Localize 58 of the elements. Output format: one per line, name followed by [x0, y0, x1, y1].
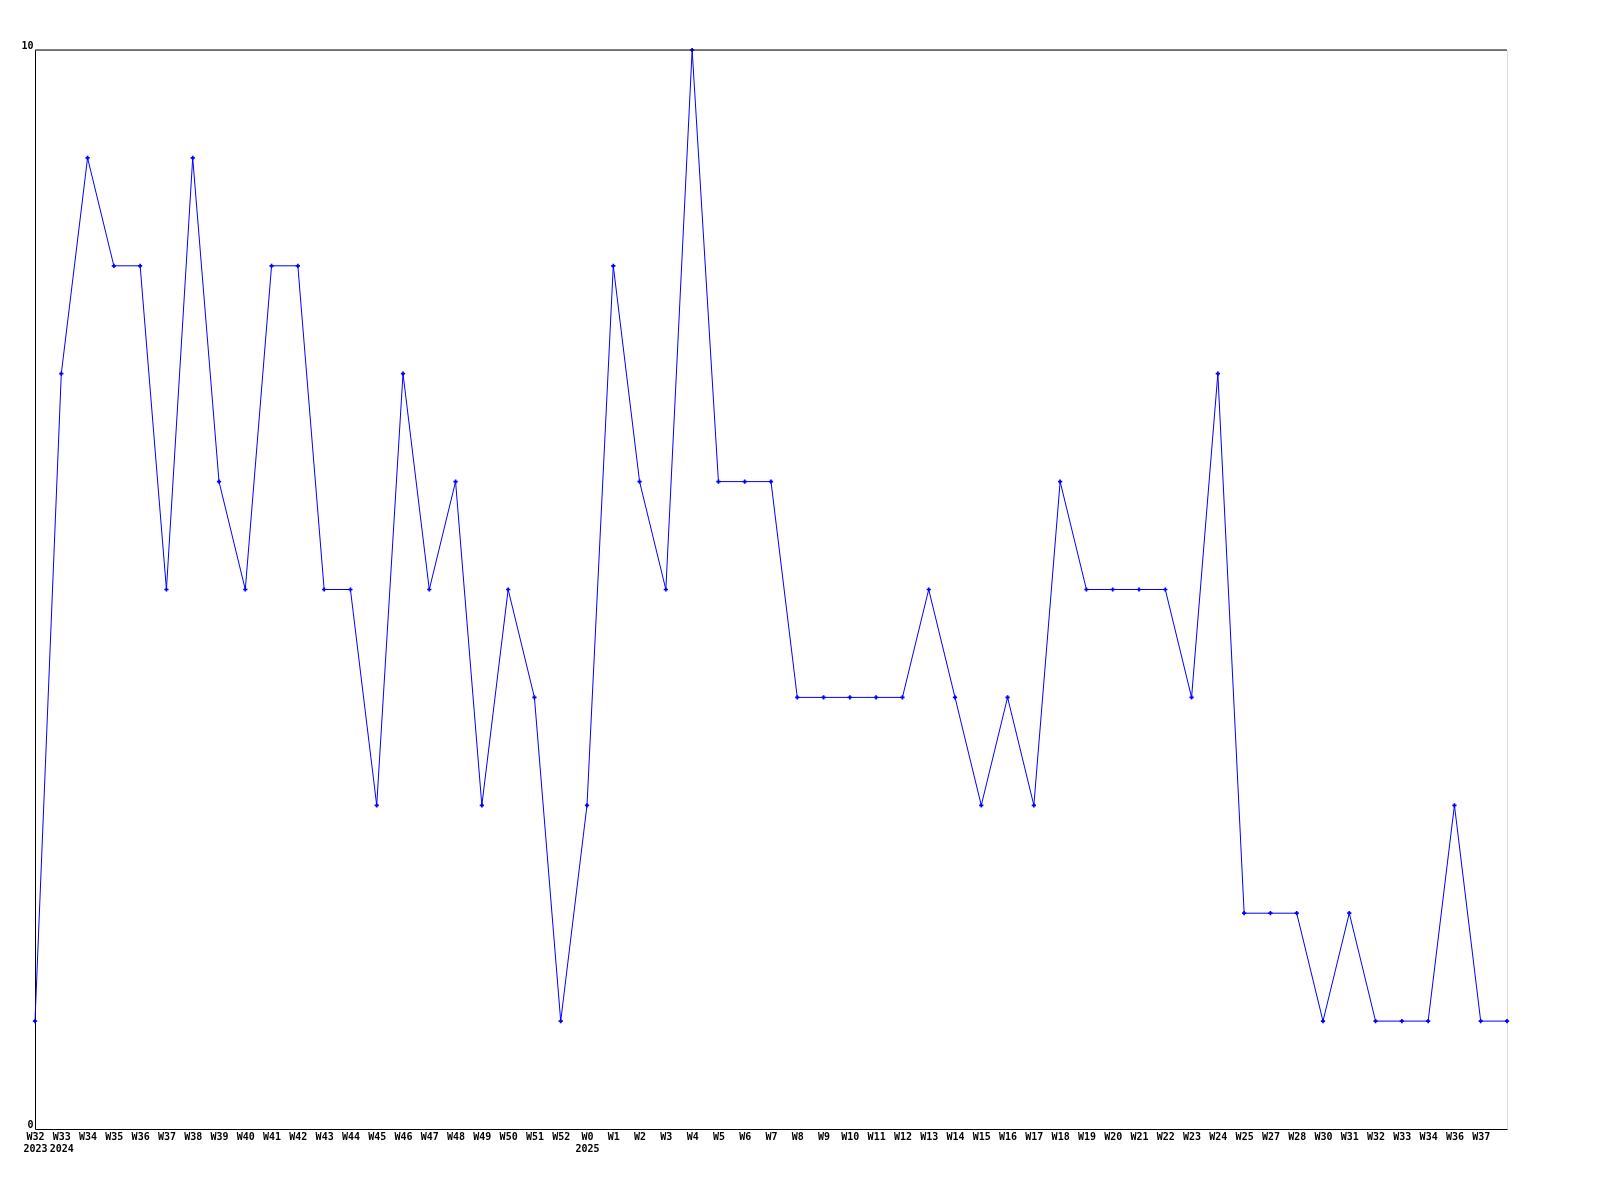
- x-tick-label: W6: [739, 1130, 752, 1142]
- x-tick-label: W12: [893, 1130, 912, 1142]
- x-tick-label: W48: [447, 1130, 466, 1142]
- x-tick-label: W34: [79, 1130, 98, 1142]
- x-tick-label: W1: [607, 1130, 620, 1142]
- x-tick-label: W37: [1472, 1130, 1491, 1142]
- x-tick-label: W7: [765, 1130, 778, 1142]
- x-tick-label: W32: [1367, 1130, 1386, 1142]
- x-tick-label: W30: [1314, 1130, 1333, 1142]
- x-tick-label: W36: [1445, 1130, 1464, 1142]
- x-tick-label: W38: [184, 1130, 203, 1142]
- x-tick-label: W3: [660, 1130, 673, 1142]
- x-tick-label: W33: [1393, 1130, 1412, 1142]
- x-tick-label: W5: [712, 1130, 725, 1142]
- x-tick-label: W21: [1130, 1130, 1149, 1142]
- x-tick-label: W19: [1077, 1130, 1096, 1142]
- x-tick-label: W24: [1209, 1130, 1228, 1142]
- x-tick-label: W9: [818, 1130, 831, 1142]
- x-tick-label: W40: [236, 1130, 255, 1142]
- x-tick-label: W45: [368, 1130, 387, 1142]
- x-tick-label: W4: [686, 1130, 699, 1142]
- x-tick-label: W37: [157, 1130, 176, 1142]
- x-tick-label: W39: [210, 1130, 229, 1142]
- x-tick-label: W14: [946, 1130, 965, 1142]
- x-tick-label: W28: [1288, 1130, 1307, 1142]
- x-tick-label: W20: [1104, 1130, 1123, 1142]
- x-tick-label: W2: [634, 1130, 647, 1142]
- x-tick-label: W47: [420, 1130, 439, 1142]
- x-tick-label: W31: [1340, 1130, 1359, 1142]
- x-tick-label: W33 2024: [49, 1130, 74, 1154]
- x-tick-label: W17: [1025, 1130, 1044, 1142]
- y-tick-label: 0: [27, 1118, 34, 1130]
- x-tick-label: W16: [999, 1130, 1018, 1142]
- x-tick-label: W25: [1235, 1130, 1254, 1142]
- x-tick-label: W44: [341, 1130, 360, 1142]
- x-tick-label: W32 2023: [23, 1130, 48, 1154]
- x-tick-label: W13: [920, 1130, 939, 1142]
- x-tick-label: W50: [499, 1130, 518, 1142]
- x-tick-label: W51: [525, 1130, 544, 1142]
- x-tick-label: W49: [473, 1130, 492, 1142]
- x-tick-label: W36: [131, 1130, 150, 1142]
- x-tick-label: W22: [1156, 1130, 1175, 1142]
- x-tick-label: W11: [867, 1130, 886, 1142]
- x-tick-label: W43: [315, 1130, 334, 1142]
- x-tick-label: W23: [1183, 1130, 1202, 1142]
- x-tick-label: W35: [105, 1130, 124, 1142]
- x-tick-label: W18: [1051, 1130, 1070, 1142]
- x-tick-label: W8: [791, 1130, 804, 1142]
- x-tick-label: W41: [263, 1130, 282, 1142]
- x-tick-label: W15: [972, 1130, 991, 1142]
- x-tick-label: W0 2025: [575, 1130, 600, 1154]
- y-tick-label: 10: [21, 39, 34, 51]
- x-tick-label: W52: [552, 1130, 571, 1142]
- x-tick-label: W10: [841, 1130, 860, 1142]
- x-tick-label: W42: [289, 1130, 308, 1142]
- x-tick-label: W34: [1419, 1130, 1438, 1142]
- x-tick-label: W46: [394, 1130, 413, 1142]
- x-tick-label: W27: [1261, 1130, 1280, 1142]
